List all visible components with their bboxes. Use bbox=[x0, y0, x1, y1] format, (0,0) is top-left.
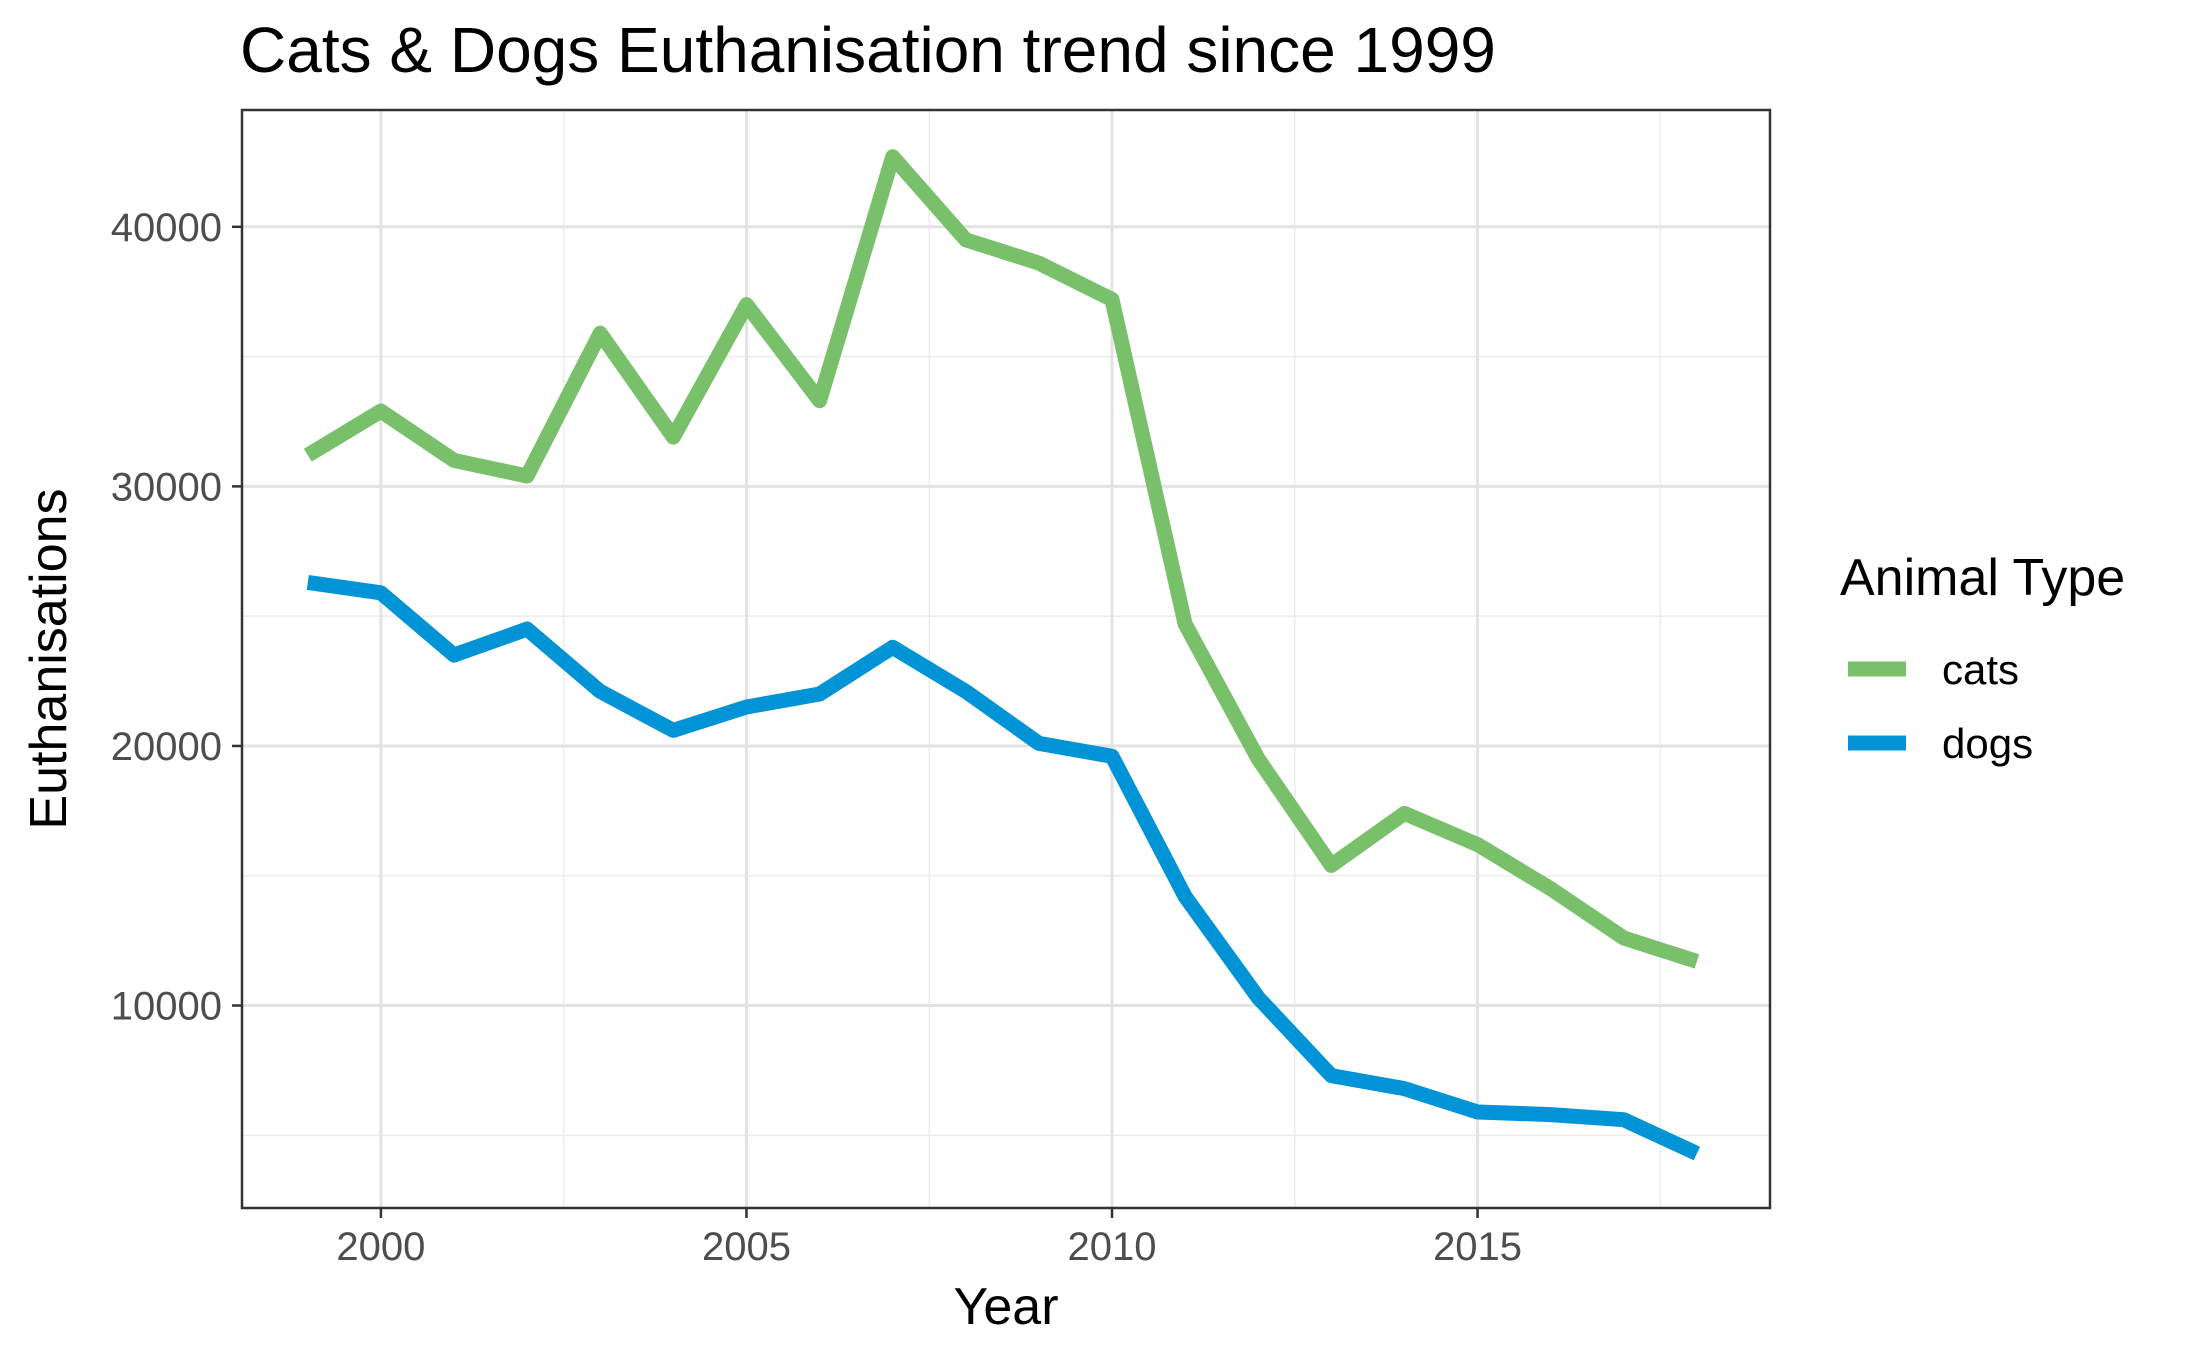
legend-label-cats: cats bbox=[1942, 646, 2019, 693]
y-axis-ticks: 10000 20000 30000 40000 bbox=[111, 206, 242, 1029]
legend-label-dogs: dogs bbox=[1942, 720, 2033, 767]
y-tick-label: 30000 bbox=[111, 465, 222, 509]
y-tick-label: 20000 bbox=[111, 725, 222, 769]
plot-background bbox=[242, 110, 1770, 1208]
y-axis-title: Euthanisations bbox=[20, 488, 78, 829]
x-axis-title: Year bbox=[953, 1278, 1058, 1336]
legend-items: cats dogs bbox=[1848, 646, 2033, 767]
legend: Animal Type cats dogs bbox=[1840, 549, 2125, 767]
x-axis-ticks: 2000 2005 2010 2015 bbox=[336, 1208, 1522, 1269]
minor-gridlines bbox=[242, 110, 1770, 1208]
series-lines bbox=[303, 149, 1701, 1161]
plot-border bbox=[240, 108, 1772, 1210]
legend-title: Animal Type bbox=[1840, 549, 2125, 607]
x-tick-label: 2015 bbox=[1433, 1225, 1522, 1269]
chart-title: Cats & Dogs Euthanisation trend since 19… bbox=[240, 14, 1496, 86]
y-tick-label: 40000 bbox=[111, 206, 222, 250]
x-tick-label: 2005 bbox=[702, 1225, 791, 1269]
series-line-cats bbox=[303, 149, 1700, 969]
y-tick-label: 10000 bbox=[111, 985, 222, 1029]
x-tick-label: 2010 bbox=[1068, 1225, 1157, 1269]
x-tick-label: 2000 bbox=[336, 1225, 425, 1269]
series-line-dogs bbox=[306, 574, 1701, 1161]
